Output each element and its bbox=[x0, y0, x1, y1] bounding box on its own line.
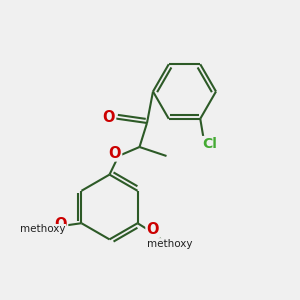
Text: Cl: Cl bbox=[202, 137, 217, 151]
Text: methoxy: methoxy bbox=[147, 238, 193, 249]
Text: O: O bbox=[55, 217, 67, 232]
Text: O: O bbox=[109, 146, 121, 160]
Text: O: O bbox=[103, 110, 115, 124]
Text: methoxy: methoxy bbox=[20, 224, 66, 235]
Text: O: O bbox=[146, 222, 159, 237]
